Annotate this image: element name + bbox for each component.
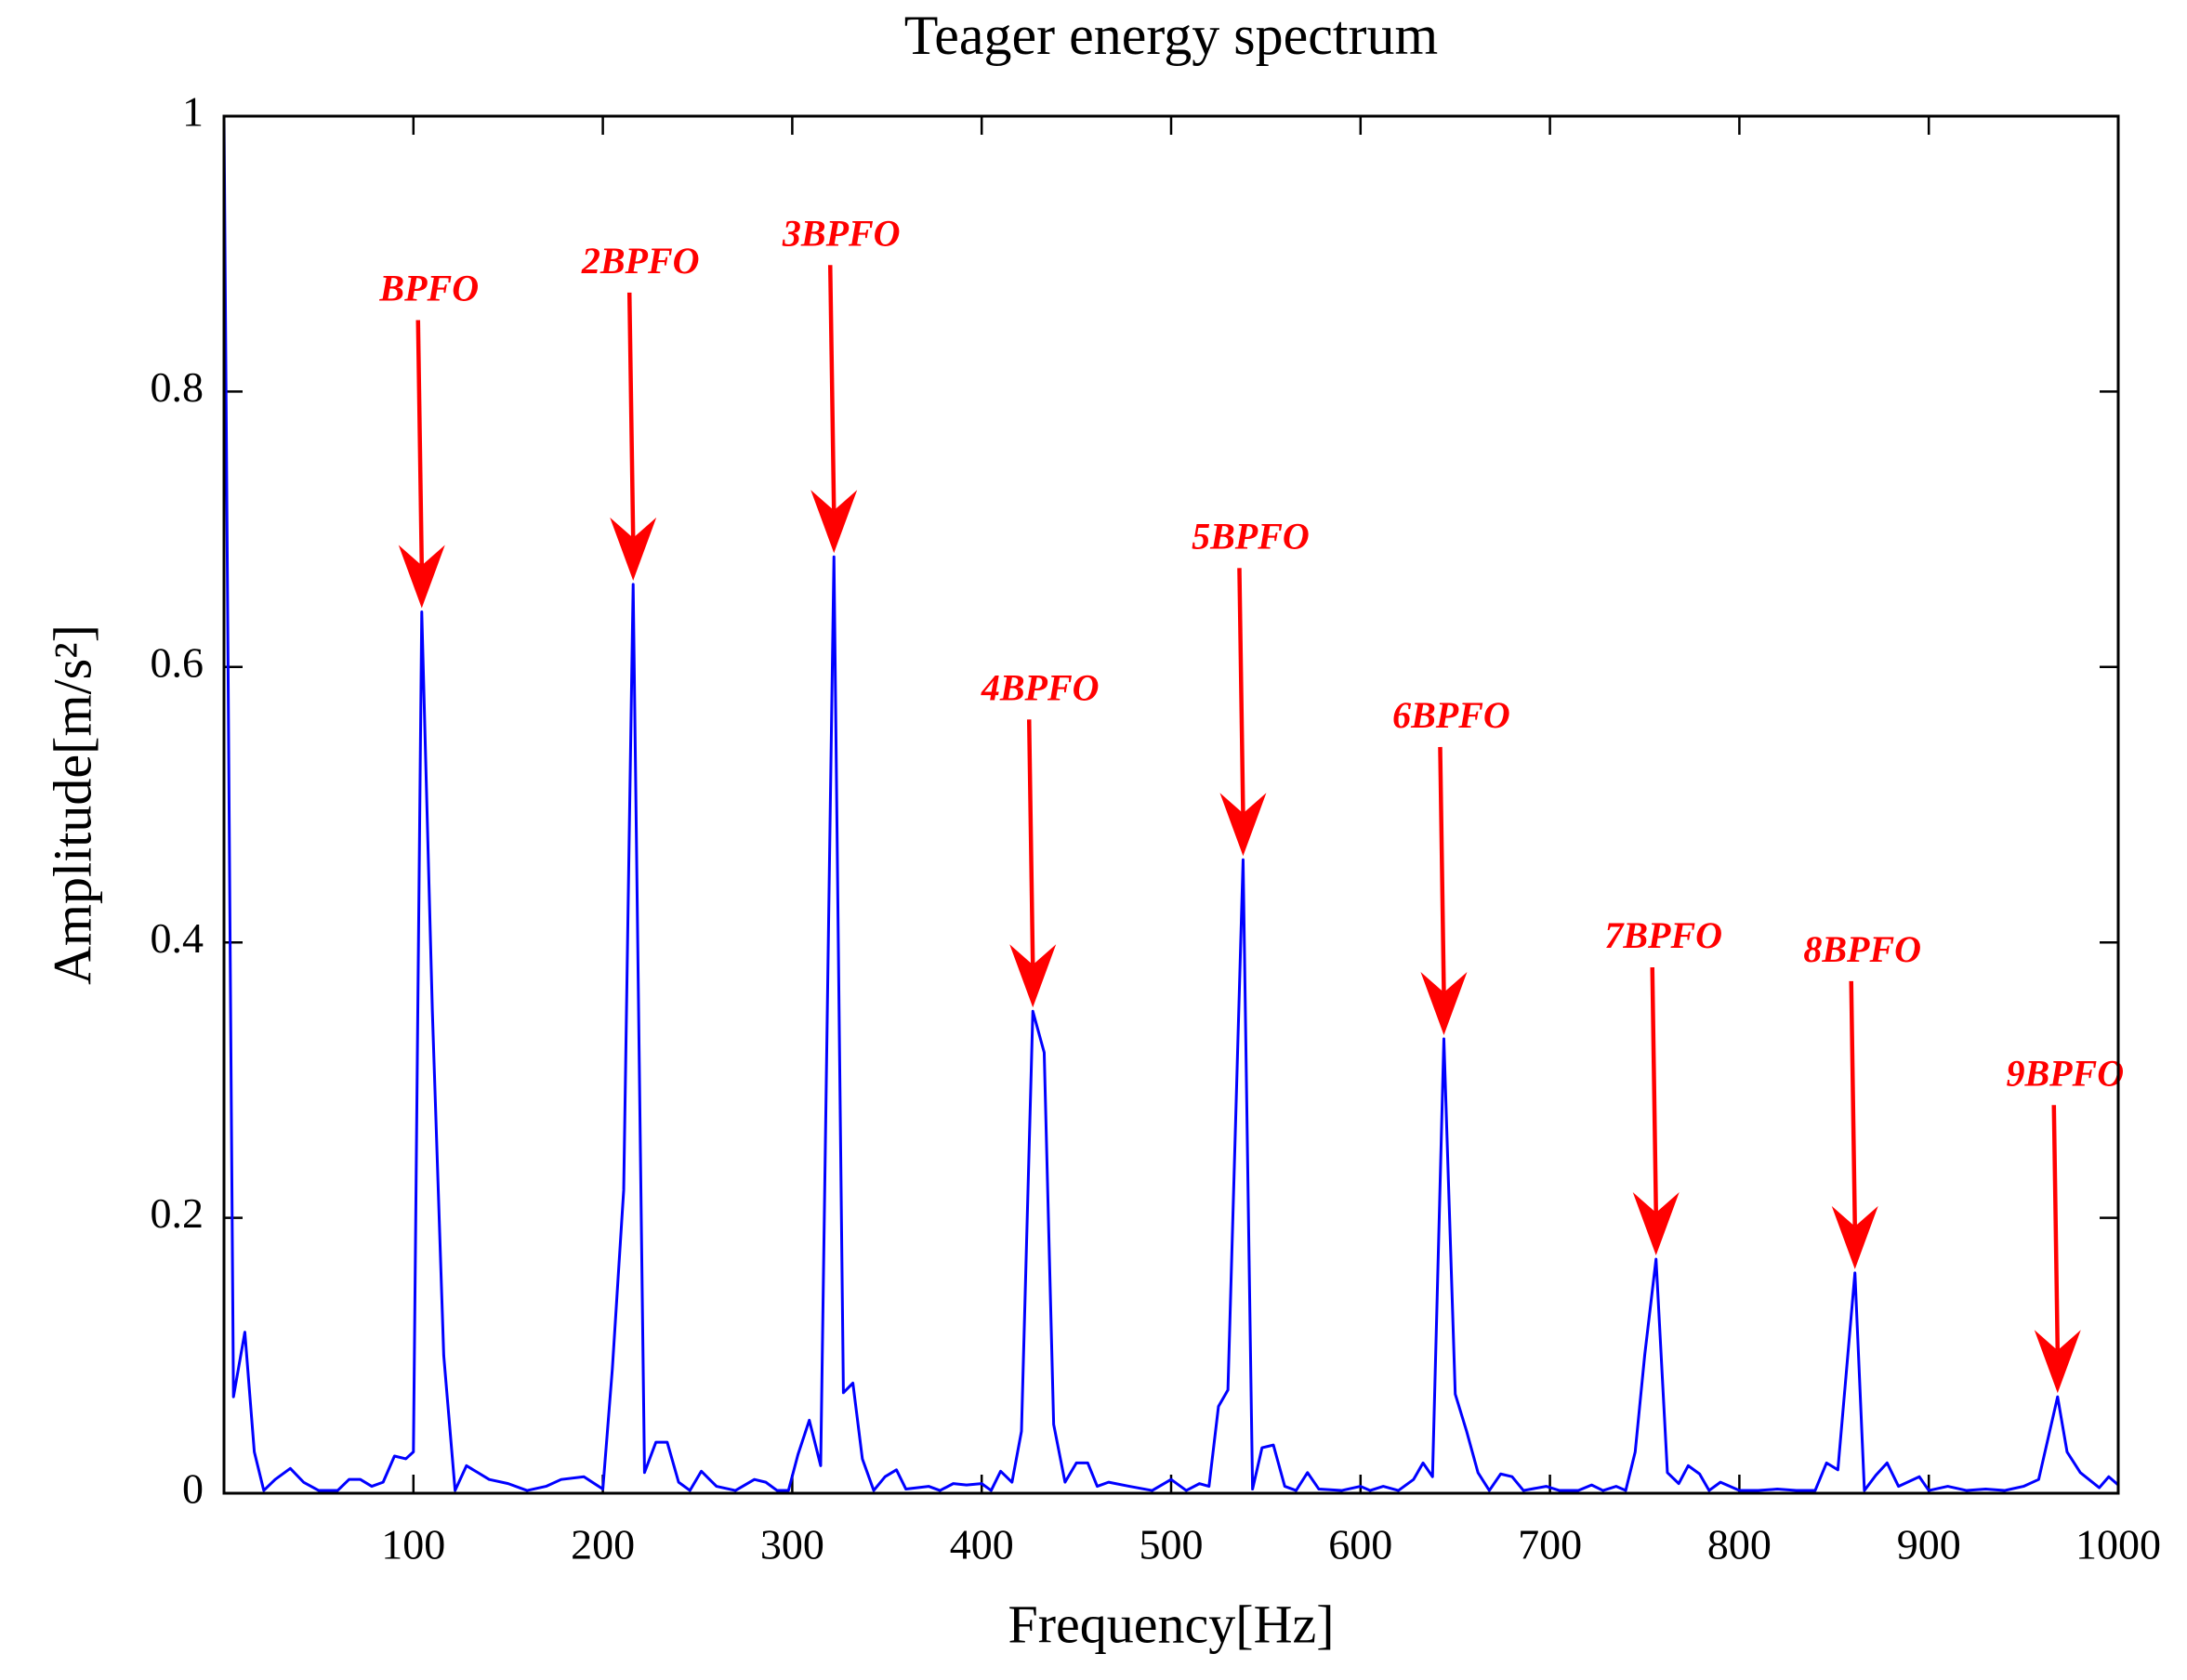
annotation-arrow-shaft: [827, 265, 837, 511]
annotation-label: 6BPFO: [1392, 694, 1510, 736]
annotation-label: 5BPFO: [1192, 515, 1310, 557]
annotation-arrow-head: [2034, 1330, 2081, 1394]
y-axis-label: Amplitude[m/s²]: [42, 624, 102, 985]
annotation-arrow-head: [610, 517, 657, 581]
y-tick-label: 0.8: [151, 363, 204, 411]
annotation-arrow-head: [398, 545, 445, 609]
annotation-arrow-shaft: [415, 320, 425, 566]
annotation-label: 3BPFO: [782, 212, 901, 254]
x-axis-label: Frequency[Hz]: [1008, 1594, 1334, 1654]
annotation-arrow-shaft: [1650, 967, 1658, 1214]
annotation-arrow-shaft: [1438, 746, 1446, 992]
annotation-label: 8BPFO: [1803, 928, 1921, 970]
y-tick-label: 0.4: [151, 914, 204, 962]
annotation-arrow-shaft: [1026, 719, 1035, 965]
y-tick-label: 1: [182, 88, 204, 136]
annotation-arrow-head: [1632, 1192, 1680, 1256]
x-tick-label: 600: [1328, 1521, 1392, 1568]
annotation-arrow-shaft: [2051, 1105, 2061, 1351]
x-tick-label: 300: [760, 1521, 824, 1568]
annotation-arrow-head: [1420, 971, 1468, 1035]
x-tick-label: 1000: [2075, 1521, 2161, 1568]
annotation-label: 7BPFO: [1604, 914, 1722, 956]
annotation-arrow-shaft: [1849, 980, 1857, 1227]
x-tick-label: 400: [950, 1521, 1014, 1568]
y-tick-label: 0.2: [151, 1189, 204, 1237]
chart-title: Teager energy spectrum: [904, 5, 1438, 66]
y-tick-label: 0.6: [151, 638, 204, 686]
x-tick-label: 500: [1140, 1521, 1204, 1568]
annotation-arrow-head: [1831, 1205, 1878, 1269]
annotation-arrow-shaft: [626, 292, 636, 538]
plot-frame: [222, 114, 2120, 1495]
annotation-arrow-head: [810, 490, 858, 554]
x-tick-label: 100: [381, 1521, 445, 1568]
annotation-arrow-head: [1009, 944, 1057, 1008]
x-tick-label: 700: [1518, 1521, 1582, 1568]
annotation-arrow-shaft: [1237, 568, 1245, 814]
y-tick-label: 0: [182, 1465, 204, 1513]
x-tick-label: 900: [1897, 1521, 1961, 1568]
annotation-label: 9BPFO: [2006, 1052, 2124, 1094]
annotation-label: 2BPFO: [581, 240, 700, 282]
annotation-label: 4BPFO: [981, 666, 1100, 708]
annotation-arrow-head: [1219, 793, 1267, 857]
annotation-label: BPFO: [378, 268, 479, 309]
x-tick-label: 200: [571, 1521, 635, 1568]
data-line: [222, 115, 2119, 1492]
x-tick-label: 800: [1707, 1521, 1772, 1568]
